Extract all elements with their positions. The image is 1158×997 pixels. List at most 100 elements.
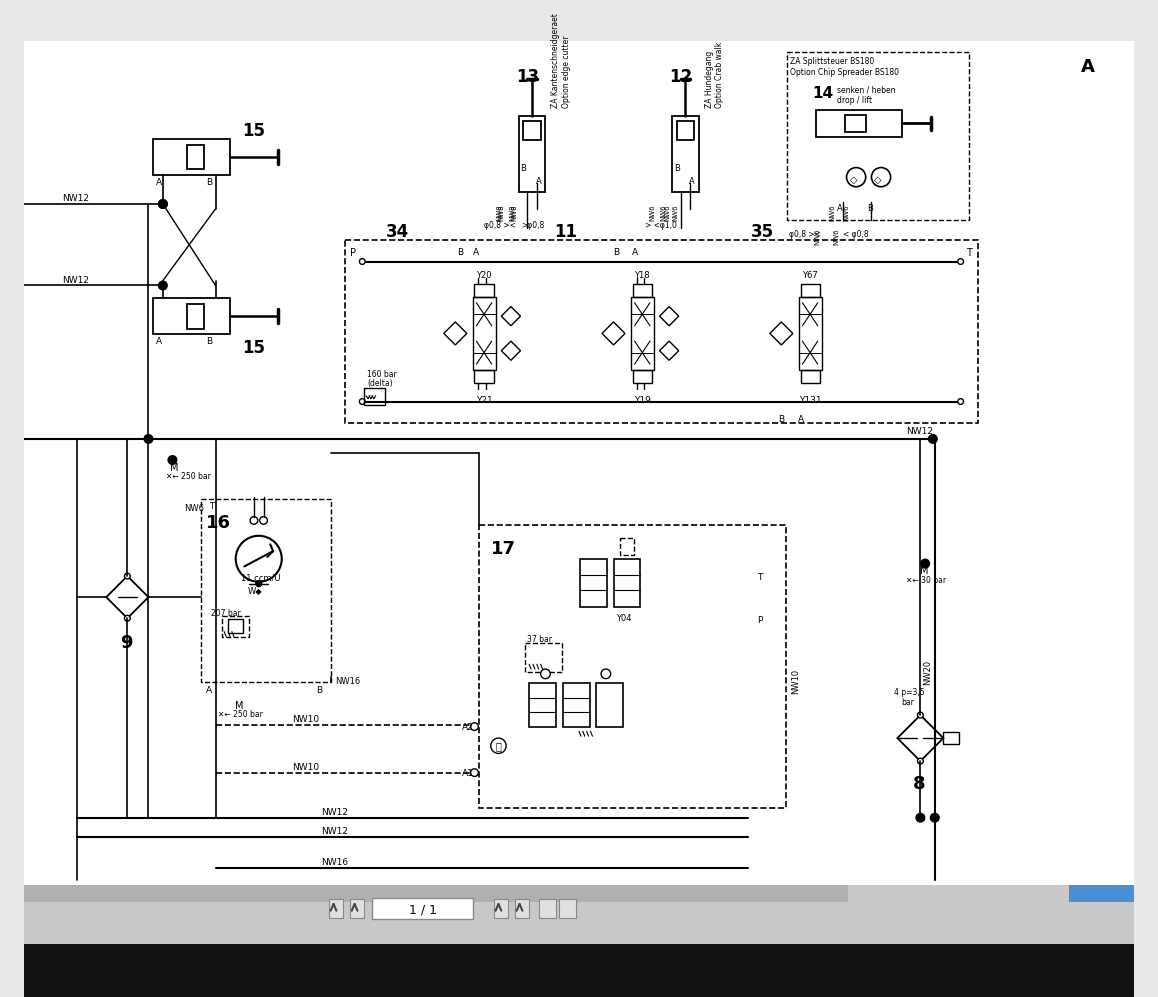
Bar [519, 116, 545, 192]
Text: 207 bar: 207 bar [211, 608, 241, 618]
Text: 13: 13 [515, 68, 538, 86]
Bar [372, 898, 472, 919]
Bar [672, 116, 699, 192]
Bar [596, 683, 623, 727]
Text: A: A [156, 337, 162, 346]
Text: T: T [757, 573, 763, 582]
Text: Y04: Y04 [616, 614, 632, 623]
Text: 1 / 1: 1 / 1 [409, 903, 437, 916]
Bar [800, 370, 820, 383]
Text: NW12: NW12 [63, 194, 89, 203]
Text: drop / lift: drop / lift [837, 96, 872, 105]
Circle shape [124, 615, 130, 621]
Bar [580, 558, 607, 607]
Text: 15: 15 [242, 122, 265, 140]
Bar [844, 115, 866, 132]
Bar [559, 899, 577, 918]
Text: A: A [156, 178, 162, 187]
Circle shape [958, 258, 963, 264]
Text: 4 p=3,5: 4 p=3,5 [894, 688, 924, 697]
Text: 160 bar: 160 bar [367, 370, 397, 379]
Circle shape [930, 814, 939, 822]
Text: NW6: NW6 [665, 204, 670, 220]
Text: ZA Kantenschneidgeraet
Option edge cutter: ZA Kantenschneidgeraet Option edge cutte… [551, 13, 571, 108]
Text: T: T [967, 248, 973, 258]
Bar [228, 619, 243, 633]
Text: NW8: NW8 [511, 204, 516, 220]
Text: φ0,8 ><: φ0,8 >< [484, 221, 516, 230]
Text: M: M [170, 463, 178, 473]
Text: φ0,8 ><: φ0,8 >< [789, 230, 821, 239]
Text: B: B [457, 248, 463, 257]
Text: NW10: NW10 [791, 669, 800, 694]
Bar [1069, 884, 1134, 902]
Circle shape [470, 723, 478, 731]
Circle shape [159, 281, 167, 290]
Bar [816, 110, 902, 137]
Text: NW16: NW16 [321, 858, 349, 867]
Text: NW12: NW12 [63, 276, 89, 285]
Text: ✕← 30 bar: ✕← 30 bar [906, 576, 946, 585]
Text: W◆: W◆ [247, 585, 262, 594]
Text: NW6: NW6 [672, 204, 679, 220]
Text: A: A [1080, 58, 1094, 76]
Text: B: B [206, 178, 212, 187]
Bar [676, 121, 694, 140]
Text: NW8: NW8 [510, 204, 515, 220]
Bar [538, 899, 556, 918]
Bar [201, 499, 331, 682]
Bar [479, 525, 786, 809]
Text: A: A [474, 248, 479, 257]
Circle shape [929, 435, 937, 444]
Text: 11 ccm/U: 11 ccm/U [242, 573, 281, 582]
Bar [222, 616, 249, 637]
Text: A: A [689, 177, 695, 186]
Text: Y19: Y19 [633, 396, 651, 405]
Text: A: A [798, 415, 804, 424]
Circle shape [917, 759, 923, 764]
Text: NW10: NW10 [292, 715, 320, 724]
Bar [475, 370, 493, 383]
Bar [24, 944, 1134, 997]
Text: M: M [921, 566, 929, 576]
Text: senken / heben: senken / heben [837, 85, 895, 94]
Bar [24, 884, 1134, 944]
Circle shape [256, 581, 262, 586]
Bar [632, 283, 652, 297]
Circle shape [921, 559, 930, 568]
Text: NW8: NW8 [498, 204, 505, 220]
Text: ZA Hundegang
Option Crab walk: ZA Hundegang Option Crab walk [704, 42, 724, 108]
Text: NW6: NW6 [660, 204, 667, 220]
Text: A: A [631, 248, 638, 257]
Text: > <φ1,0: > <φ1,0 [645, 221, 677, 230]
Bar [526, 643, 562, 672]
Text: 16: 16 [206, 513, 230, 531]
Bar [799, 297, 822, 370]
Bar [24, 884, 849, 902]
Bar [345, 240, 977, 423]
Text: NW6: NW6 [829, 204, 835, 220]
Circle shape [124, 573, 130, 579]
Circle shape [917, 712, 923, 718]
Circle shape [470, 769, 478, 777]
Text: ✕← 250 bar: ✕← 250 bar [219, 710, 263, 719]
Text: ⓐ: ⓐ [496, 741, 501, 751]
Text: B: B [778, 415, 784, 424]
Text: NW6: NW6 [844, 204, 850, 220]
Text: 8: 8 [913, 775, 925, 793]
Bar [614, 558, 640, 607]
Text: A: A [837, 204, 843, 213]
Bar [944, 733, 959, 744]
Text: Option Chip Spreader BS180: Option Chip Spreader BS180 [790, 68, 899, 77]
Text: 17: 17 [491, 539, 515, 557]
Circle shape [916, 814, 925, 822]
Text: < φ0,8: < φ0,8 [843, 230, 868, 239]
Bar [472, 297, 496, 370]
Bar [632, 370, 652, 383]
Text: NW10: NW10 [292, 763, 320, 772]
Text: Y18: Y18 [635, 271, 650, 280]
Text: P: P [757, 616, 763, 625]
Text: A2: A2 [462, 723, 474, 732]
Bar [493, 899, 508, 918]
Text: 15: 15 [242, 339, 265, 357]
